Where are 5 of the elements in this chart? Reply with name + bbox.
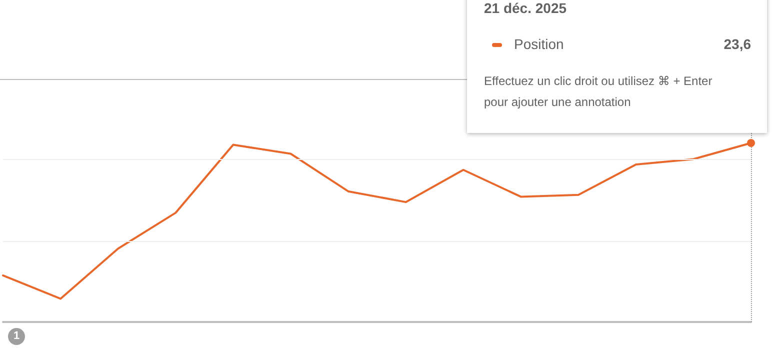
badge-icon: 1 [8,328,25,345]
text: Effectuez un clic droit ou utilisez ⌘ + Enter pour ajouter une annotation [484,73,714,111]
legend-label: Position [514,36,564,52]
text: 21 déc. 2025 [484,0,567,16]
text: 23,6 [724,36,751,52]
